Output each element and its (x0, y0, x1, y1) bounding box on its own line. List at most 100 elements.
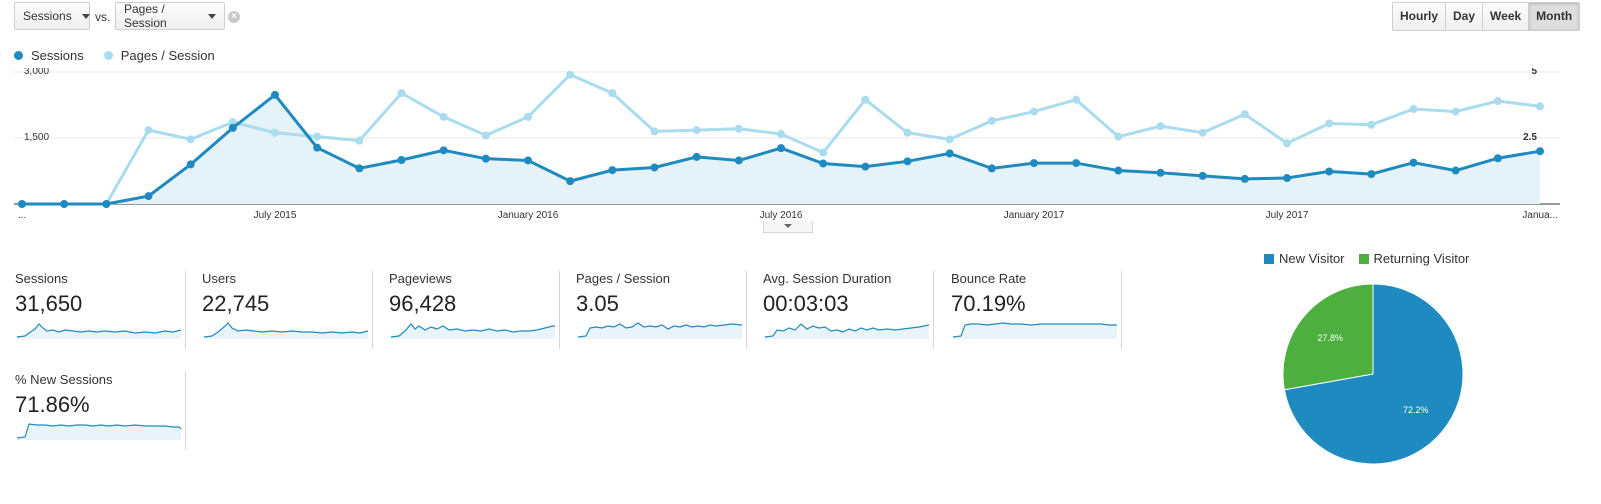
sessions-point (1114, 166, 1123, 175)
pages-per-session-point (1240, 110, 1249, 119)
visitor-pie-chart[interactable]: 72.2% 27.8% (1282, 283, 1464, 465)
pages-per-session-point (481, 131, 490, 140)
sessions-point (1030, 159, 1038, 168)
comparison-metric-dropdown[interactable]: Pages / Session (115, 2, 225, 30)
x-tick-label: July 2015 (254, 210, 297, 221)
sessions-point (987, 164, 996, 173)
pages-per-session-point (1156, 122, 1165, 131)
sessions-point (1072, 159, 1081, 168)
sessions-point (144, 192, 153, 201)
line-chart[interactable]: 3,000 1,500 5 2.5... July 2015 January 2016 Ju… (0, 68, 1601, 226)
chevron-down-icon (81, 13, 90, 19)
pages-per-session-point (144, 126, 153, 135)
metric-value: 70.19% (951, 291, 1026, 316)
pages-per-session-point (608, 89, 617, 98)
x-tick-label: January 2017 (1004, 210, 1065, 221)
pages-per-session-point (987, 116, 996, 125)
pages-per-session-point (1030, 107, 1038, 116)
pie-legend-new-visitor[interactable]: New Visitor (1264, 251, 1345, 266)
sessions-point (1451, 166, 1460, 175)
chevron-down-icon (208, 13, 216, 19)
pages-per-session-point (1114, 132, 1123, 141)
sessions-point (608, 166, 617, 175)
metric-value: 00:03:03 (763, 291, 849, 316)
pages-per-session-point (1367, 120, 1376, 129)
x-tick-label: Janua... (1522, 210, 1558, 221)
pages-per-session-point (819, 148, 828, 157)
sessions-point (1325, 167, 1334, 176)
pages-per-session-point (692, 126, 701, 135)
sparkline-avg-session-duration (764, 323, 930, 339)
pages-per-session-dot-icon (103, 51, 113, 60)
sessions-point (1156, 168, 1165, 177)
granularity-week-button[interactable]: Week (1482, 3, 1529, 30)
pages-per-session-point (1409, 104, 1418, 113)
metric-name: Avg. Session Duration (763, 271, 892, 286)
pie-legend-returning-visitor[interactable]: Returning Visitor (1358, 251, 1469, 266)
clear-comparison-icon[interactable]: × (228, 11, 240, 23)
metric-new-sessions[interactable]: % New Sessions 71.86% (15, 372, 186, 450)
pages-per-session-point (1198, 128, 1207, 137)
primary-metric-label: Sessions (23, 9, 72, 23)
y-left-tick-label: 3,000 (24, 68, 49, 77)
sessions-point (903, 157, 912, 166)
pie-slice[interactable] (1282, 283, 1374, 391)
pages-per-session-point (566, 70, 575, 79)
sessions-point (1198, 171, 1207, 180)
sessions-point (481, 154, 490, 163)
sessions-point (1367, 170, 1376, 179)
collapse-chart-toggle[interactable] (763, 221, 813, 233)
sessions-point (1493, 154, 1502, 163)
sessions-point (313, 143, 322, 152)
metric-bounce-rate[interactable]: Bounce Rate 70.19% (951, 271, 1122, 349)
pages-per-session-point (650, 127, 659, 136)
pages-per-session-point (271, 128, 279, 137)
sparkline-new-sessions (16, 423, 182, 440)
sparkline-pageviews (390, 323, 555, 339)
sessions-point (228, 123, 237, 132)
pie-slice[interactable] (1283, 283, 1464, 465)
metric-users[interactable]: Users 22,745 (202, 271, 373, 349)
vs-label: vs. (95, 10, 111, 24)
sessions-point (439, 146, 448, 155)
sessions-point (355, 164, 364, 173)
returning-visitor-swatch-icon (1358, 253, 1369, 264)
metric-sessions[interactable]: Sessions 31,650 (15, 271, 186, 349)
metric-value: 22,745 (202, 291, 270, 316)
primary-metric-dropdown[interactable]: Sessions (14, 2, 90, 30)
sessions-point (397, 156, 406, 164)
pages-per-session-point (355, 136, 364, 145)
chart-legend: Sessions Pages / Session (14, 48, 235, 63)
sessions-point (1283, 174, 1291, 183)
metric-value: 96,428 (389, 291, 457, 316)
metric-name: Users (202, 271, 236, 286)
metric-name: Bounce Rate (951, 271, 1027, 286)
y-right-tick-label: 2.5 (1523, 132, 1537, 143)
sparkline-sessions (16, 323, 182, 339)
metric-pageviews[interactable]: Pageviews 96,428 (389, 271, 560, 349)
legend-item-pages-per-session[interactable]: Pages / Session (103, 48, 215, 63)
sparkline-users (203, 322, 369, 339)
pages-per-session-point (1283, 139, 1291, 148)
metric-name: Pages / Session (576, 271, 670, 286)
sessions-point (566, 177, 575, 186)
pie-legend-label: New Visitor (1279, 251, 1345, 266)
pie-slice-label: 27.8% (1317, 333, 1343, 343)
pages-per-session-point (945, 135, 954, 144)
granularity-month-button[interactable]: Month (1528, 3, 1580, 30)
sparkline-pages-per-session (577, 322, 743, 339)
sessions-point (524, 156, 532, 165)
pages-per-session-point (228, 118, 237, 127)
sessions-dot-icon (14, 51, 23, 60)
sessions-point (650, 163, 659, 172)
pages-per-session-point (1325, 119, 1334, 128)
metric-avg-session-duration[interactable]: Avg. Session Duration 00:03:03 (763, 271, 934, 349)
pages-per-session-point (777, 130, 785, 139)
sessions-point (861, 162, 870, 171)
sessions-point (1536, 147, 1544, 156)
granularity-hourly-button[interactable]: Hourly (1393, 3, 1446, 30)
metric-pages-per-session[interactable]: Pages / Session 3.05 (576, 271, 747, 349)
granularity-day-button[interactable]: Day (1445, 3, 1483, 30)
legend-item-sessions[interactable]: Sessions (14, 48, 84, 63)
pages-per-session-point (903, 128, 912, 137)
